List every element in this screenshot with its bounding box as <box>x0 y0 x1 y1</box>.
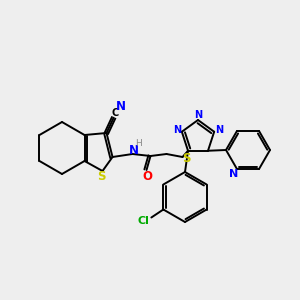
Text: S: S <box>97 169 106 182</box>
Text: N: N <box>173 125 181 135</box>
Text: N: N <box>194 110 202 120</box>
Text: O: O <box>142 169 152 182</box>
Text: N: N <box>230 169 238 179</box>
Text: C: C <box>112 108 119 118</box>
Text: N: N <box>215 125 223 135</box>
Text: H: H <box>135 140 142 148</box>
Text: S: S <box>182 152 191 166</box>
Text: Cl: Cl <box>137 215 149 226</box>
Text: N: N <box>128 143 139 157</box>
Text: N: N <box>116 100 125 112</box>
